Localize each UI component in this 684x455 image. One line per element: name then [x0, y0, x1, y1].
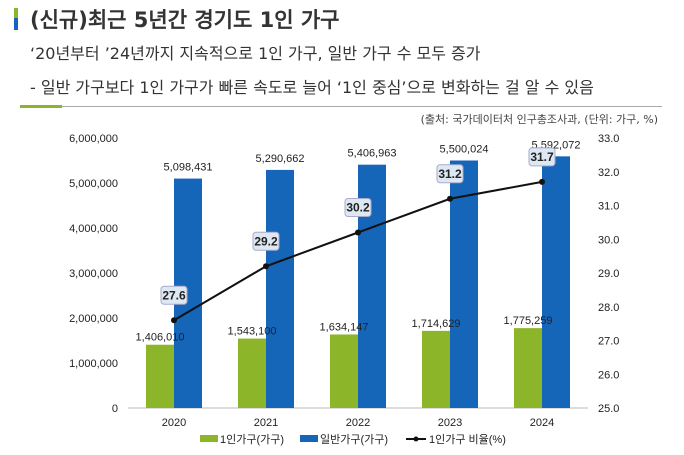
page-title: (신규)최근 5년간 경기도 1인 가구 [30, 8, 340, 32]
y2-tick-label: 32.0 [598, 167, 619, 179]
bar-data-label: 1,543,100 [228, 326, 277, 338]
y-tick-label: 3,000,000 [69, 268, 118, 280]
y-tick-label: 6,000,000 [69, 133, 118, 145]
y2-tick-label: 26.0 [598, 369, 619, 381]
x-tick-label: 2024 [530, 417, 554, 429]
ratio-label-box [252, 231, 280, 251]
x-tick-label: 2020 [162, 417, 186, 429]
bar-single-household [238, 338, 266, 408]
bar-data-label: 5,098,431 [164, 162, 213, 174]
ratio-data-label: 27.6 [162, 288, 186, 302]
y-tick-label: 1,000,000 [69, 358, 118, 370]
bar-single-household [330, 334, 358, 408]
divider-accent [20, 105, 62, 108]
bar-single-household [422, 330, 450, 408]
y2-tick-label: 28.0 [598, 302, 619, 314]
bar-data-label: 1,714,629 [412, 318, 461, 330]
y-tick-label: 4,000,000 [69, 223, 118, 235]
bar-general-household [542, 156, 570, 408]
source-note: (출처: 국가데이터처 인구총조사과, (단위: 가구, %) [420, 113, 658, 126]
ratio-data-label: 31.2 [438, 167, 462, 181]
bar-data-label: 5,406,963 [348, 148, 397, 160]
legend-label: 1인가구(가구) [220, 433, 284, 446]
ratio-point [447, 195, 453, 202]
x-tick-label: 2021 [254, 417, 278, 429]
ratio-point [539, 178, 545, 185]
ratio-point [355, 229, 361, 236]
legend-marker-ratio [413, 436, 419, 442]
ratio-data-label: 30.2 [346, 201, 370, 215]
y2-tick-label: 33.0 [598, 133, 619, 145]
y2-tick-label: 27.0 [598, 336, 619, 348]
ratio-point [171, 317, 177, 324]
y2-tick-label: 30.0 [598, 234, 619, 246]
summary-line-2: - 일반 가구보다 1인 가구가 빠른 속도로 늘어 ‘1인 중심’으로 변화하… [30, 78, 594, 97]
title-accent-blue [14, 18, 18, 30]
legend-label: 1인가구 비율(%) [429, 433, 506, 446]
legend-swatch-general [300, 435, 318, 442]
x-tick-label: 2023 [438, 417, 462, 429]
bar-single-household [146, 344, 174, 408]
legend-label: 일반가구(가구) [320, 432, 388, 446]
y-tick-label: 5,000,000 [69, 178, 118, 190]
y2-tick-label: 29.0 [598, 268, 619, 280]
y-tick-label: 2,000,000 [69, 313, 118, 325]
ratio-label-box [528, 147, 556, 167]
bar-data-label: 1,634,147 [320, 321, 369, 333]
bar-data-label: 5,290,662 [256, 153, 305, 165]
bar-single-household [514, 328, 542, 408]
summary-line-1: ‘20년부터 ’24년까지 지속적으로 1인 가구, 일반 가구 수 모두 증가 [30, 44, 481, 63]
bar-data-label: 1,406,010 [136, 332, 185, 344]
bar-data-label: 5,500,024 [440, 143, 489, 155]
ratio-point [263, 263, 269, 270]
ratio-data-label: 29.2 [254, 234, 278, 248]
bar-general-household [266, 169, 294, 408]
ratio-label-box [344, 198, 372, 217]
y2-tick-label: 25.0 [598, 403, 619, 415]
x-tick-label: 2022 [346, 417, 370, 429]
legend-swatch-single [200, 435, 218, 442]
ratio-label-box [160, 285, 188, 305]
ratio-label-box [436, 164, 464, 184]
bar-data-label: 1,775,259 [504, 315, 553, 327]
y-tick-label: 0 [112, 403, 118, 415]
y2-tick-label: 31.0 [598, 201, 619, 213]
ratio-data-label: 31.7 [530, 150, 554, 164]
bar-general-household [450, 160, 478, 408]
title-accent-green [14, 8, 18, 18]
divider [20, 106, 662, 107]
